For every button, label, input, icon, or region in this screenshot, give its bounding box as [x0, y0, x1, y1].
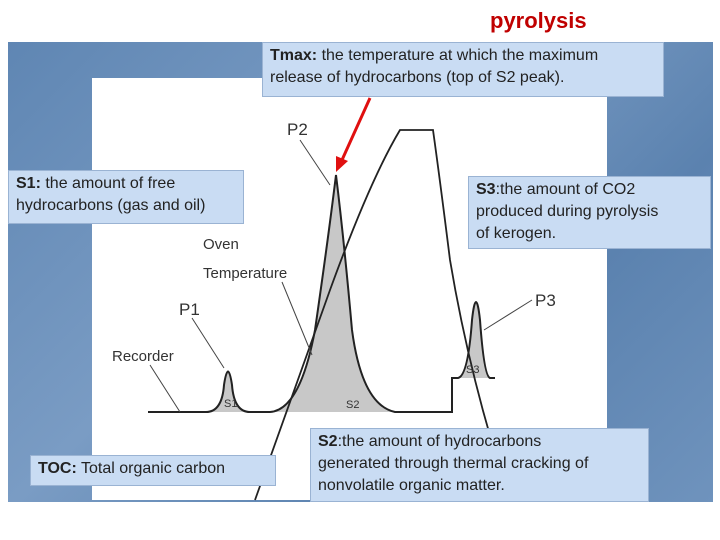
oven-label: Temperature	[203, 265, 287, 282]
oven-label: Oven	[203, 236, 239, 253]
text: release of hydrocarbons (top of S2 peak)…	[270, 69, 565, 86]
text: nonvolatile organic matter.	[318, 477, 505, 494]
leader	[191, 317, 225, 369]
s1-box: S1: the amount of free hydrocarbons (gas…	[8, 170, 244, 224]
s2-peak-fill	[270, 175, 395, 412]
text: produced during pyrolysis	[476, 203, 659, 220]
s3-label: S3	[466, 364, 479, 376]
text: the amount of free	[45, 175, 176, 192]
p2-label: P2	[287, 120, 308, 139]
leader	[149, 364, 181, 413]
p3-label: P3	[535, 291, 556, 310]
leader	[299, 139, 331, 186]
toc-box: TOC: Total organic carbon	[30, 455, 276, 486]
term: TOC:	[38, 460, 77, 477]
s3-box: S3:the amount of CO2 produced during pyr…	[468, 176, 711, 249]
title: pyrolysis	[490, 8, 587, 33]
term: S1:	[16, 175, 41, 192]
term: S2	[318, 433, 338, 450]
s2-box: S2:the amount of hydrocarbons generated …	[310, 428, 649, 502]
text: Total organic carbon	[80, 460, 226, 477]
recorder-trace	[148, 174, 495, 413]
text: hydrocarbons (gas and oil)	[16, 197, 206, 214]
text: :the amount of hydrocarbons	[337, 433, 542, 450]
s1-label: S1	[224, 398, 237, 410]
recorder-label: Recorder	[112, 348, 174, 365]
tmax-box: Tmax: the temperature at which the maxim…	[262, 42, 664, 97]
s2-label: S2	[346, 399, 359, 411]
tmax-arrowhead	[336, 156, 348, 172]
leader	[281, 281, 313, 356]
text: :the amount of CO2	[495, 181, 636, 198]
text: generated through thermal cracking of	[318, 455, 589, 472]
term: Tmax:	[270, 47, 318, 64]
oven-temperature-curve	[254, 129, 511, 501]
term: S3	[476, 181, 496, 198]
p1-label: P1	[179, 300, 200, 319]
text: of kerogen.	[476, 225, 557, 242]
s3-peak-fill	[458, 302, 490, 378]
s1-peak-fill	[206, 371, 250, 412]
tmax-arrow	[340, 97, 372, 161]
leader	[483, 299, 533, 331]
text: the temperature at which the maximum	[321, 47, 599, 64]
